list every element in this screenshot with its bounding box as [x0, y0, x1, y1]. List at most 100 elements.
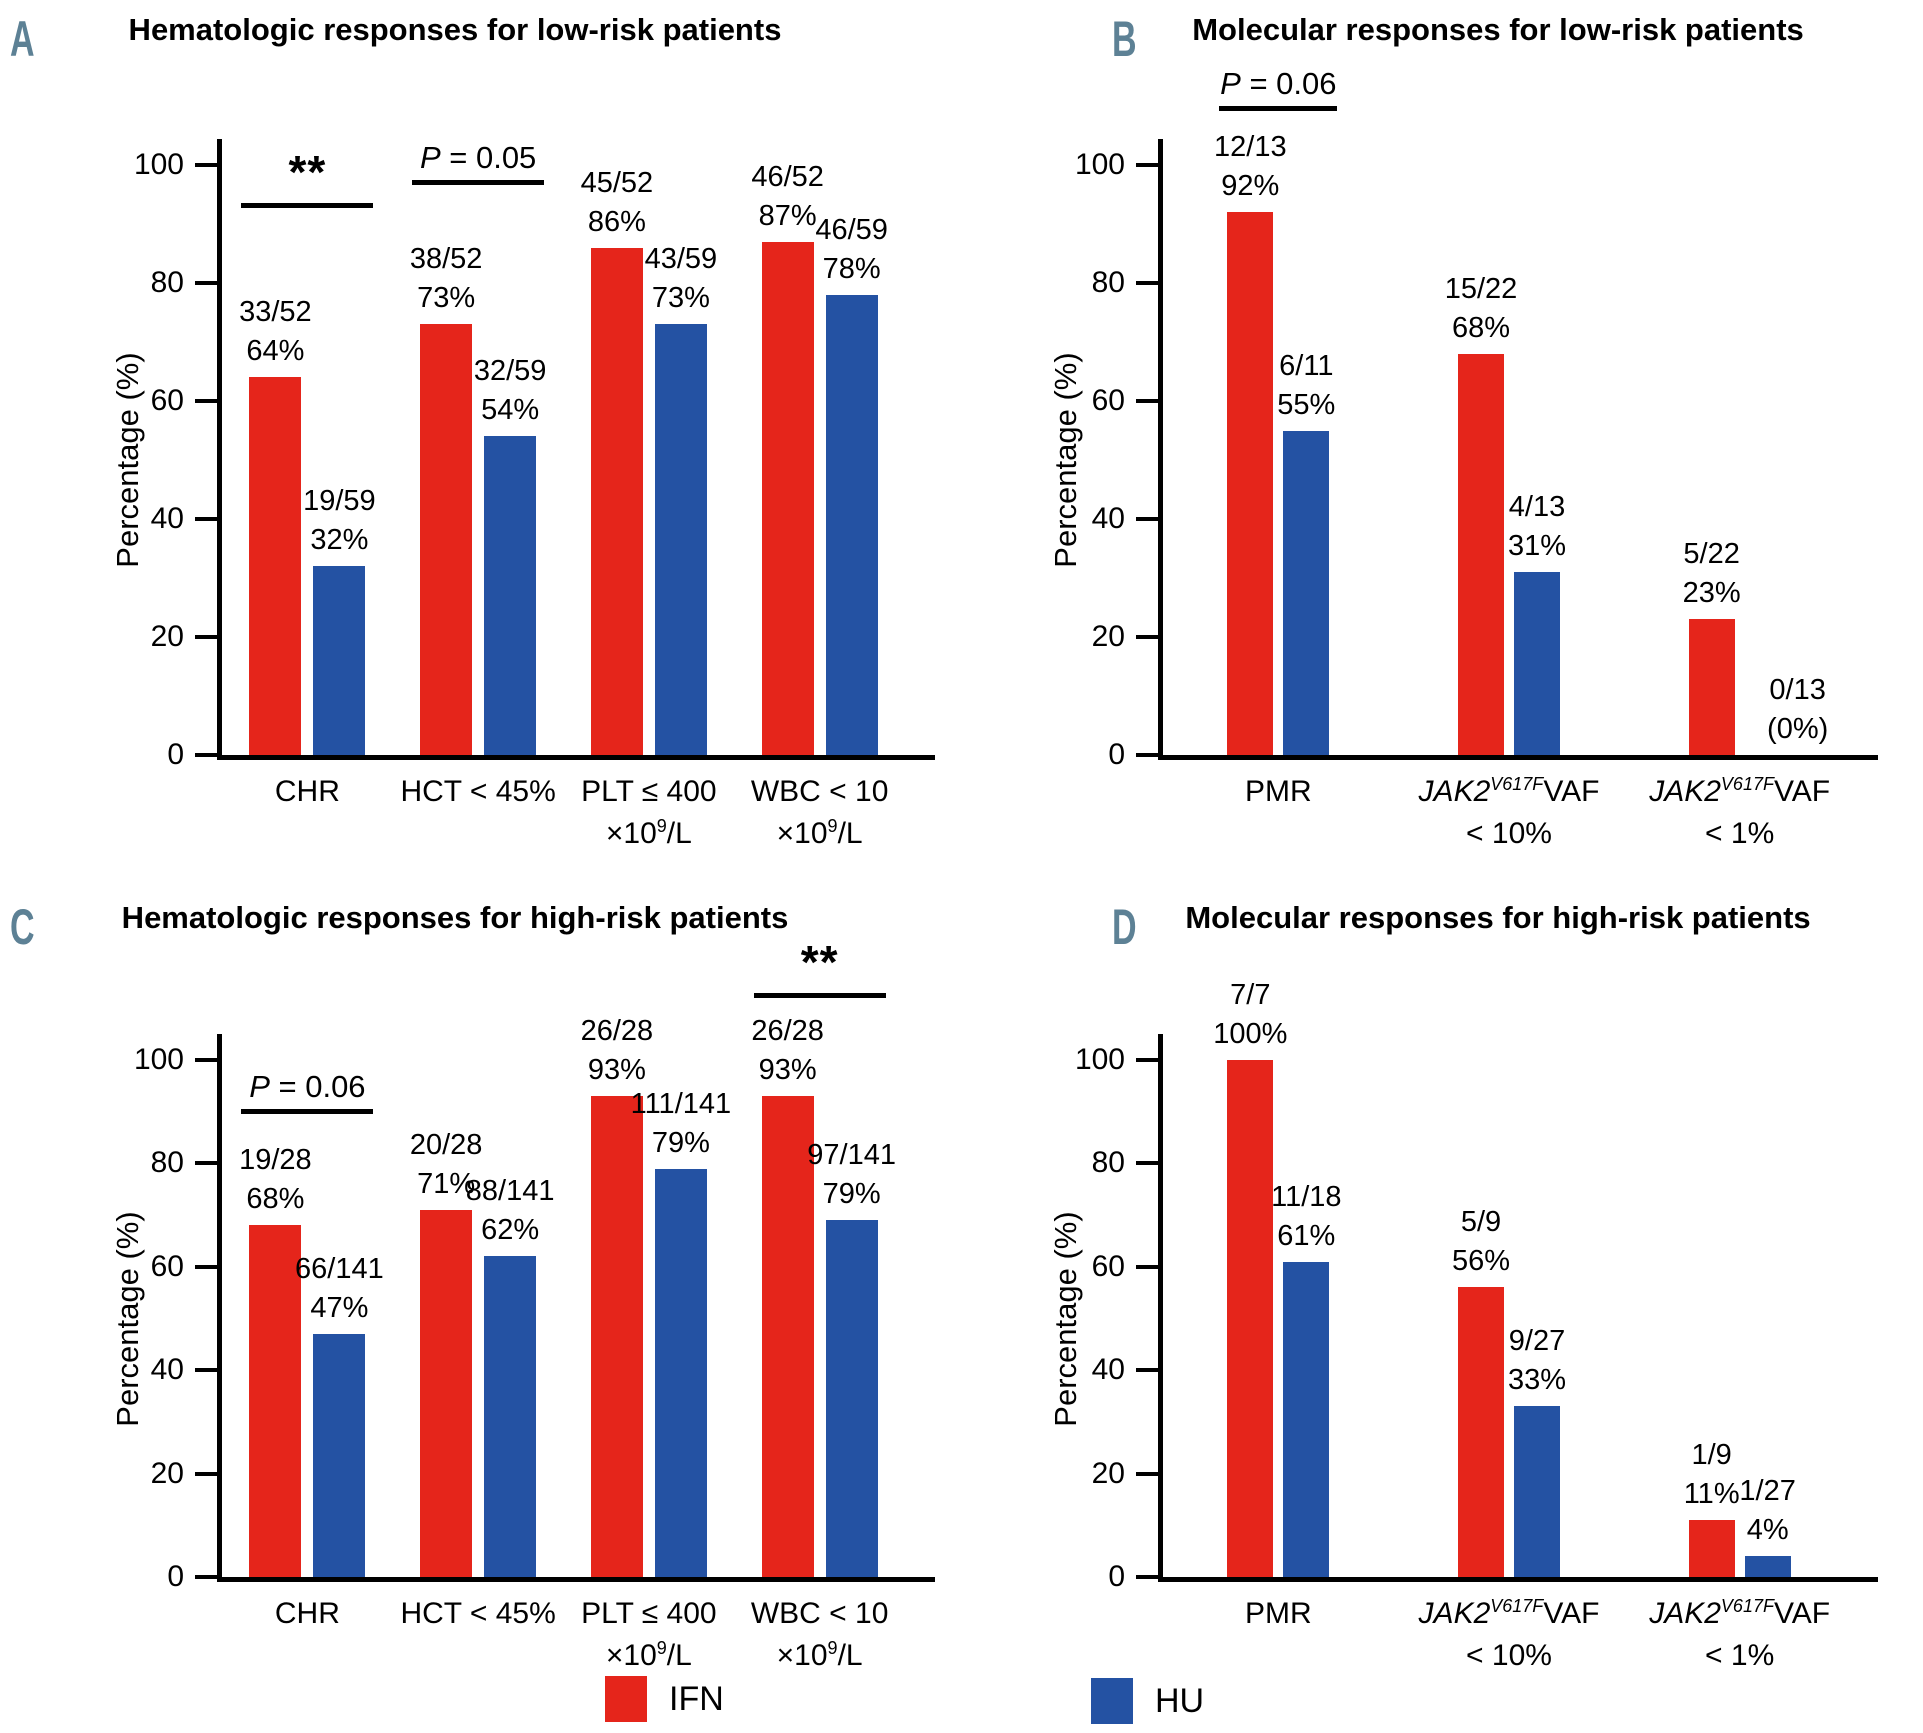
bar-count-label: 45/52 [580, 166, 654, 199]
bar-percent-label: 68% [1451, 311, 1511, 344]
panel-b-y-tick-label: 100 [1074, 148, 1125, 181]
bar-percent-label: 54% [481, 394, 540, 427]
bar-count-label: 4/13 [1508, 491, 1566, 524]
bar-percent-label: 71% [417, 1167, 476, 1200]
bar-percent-label: 62% [481, 1214, 540, 1247]
bar-count-label: 7/7 [1230, 979, 1271, 1011]
panel-a-bar-ifn [590, 247, 643, 755]
text-segment: HCT < 45% [400, 1597, 556, 1630]
text-segment: ×10 [776, 817, 828, 850]
text-segment: /L [837, 1639, 863, 1672]
x-category-line: WBC < 10 [751, 1593, 889, 1635]
panel-b-y-tick-label: 60 [1091, 384, 1125, 417]
panel-b-p-value-label: P = 0.06 [1220, 66, 1336, 102]
text-segment: PMR [1244, 1597, 1312, 1630]
bar-count-label: 111/141 [630, 1087, 732, 1120]
panel-b-bar-ifn [1458, 353, 1504, 755]
bar-count-label: 33/52 [239, 296, 312, 329]
x-category-line: HCT < 45% [400, 771, 555, 813]
panel-d-y-tick [1136, 1575, 1158, 1579]
text-segment: = 0.06 [1240, 66, 1337, 101]
bar-count-label: 1/9 [1691, 1439, 1732, 1472]
x-category-line: JAK2V617FVAF [1419, 1593, 1600, 1635]
panel-d-y-tick-label: 20 [1091, 1456, 1125, 1490]
text-segment: VAF [1773, 775, 1831, 808]
panel-a-y-tick [195, 163, 217, 167]
panel-b-y-tick [1136, 399, 1158, 403]
bar-percent-label: 32% [310, 524, 369, 557]
panel-a-bar-ifn [420, 324, 473, 755]
text-segment: VAF [1773, 1597, 1831, 1630]
text-segment: ** [800, 935, 839, 988]
panel-a-y-axis-line [217, 139, 222, 760]
panel-c-x-category-label: HCT < 45% [400, 1593, 555, 1635]
panel-b-y-tick-label: 20 [1091, 620, 1125, 653]
panel-b-x-category-label: JAK2V617FVAF < 10% [1419, 771, 1600, 855]
bar-percent-label: 31% [1507, 530, 1567, 563]
text-segment: ** [288, 146, 327, 199]
x-category-line: HCT < 45% [400, 1593, 555, 1635]
text-segment: HCT < 45% [400, 775, 556, 808]
panel-c-y-axis-label: Percentage (%) [110, 1210, 145, 1427]
legend-swatch-ifn [605, 1676, 647, 1722]
x-category-line: < 1% [1649, 813, 1830, 855]
panel-b-x-category-label: JAK2V617FVAF < 1% [1649, 771, 1830, 855]
bar-count-label: 43/59 [644, 243, 718, 276]
panel-c-bar-value-label: 19/28 68% [239, 1141, 312, 1219]
panel-b-y-tick-label: 80 [1091, 266, 1125, 299]
bar-count-label: 66/141 [295, 1253, 384, 1285]
bar-percent-label: 68% [246, 1183, 305, 1216]
panel-a-bar-ifn [249, 377, 302, 755]
panel-b-letter: B [1112, 11, 1137, 67]
panel-a-bar-value-label: 38/52 73% [410, 240, 483, 318]
panel-b-x-axis-line [1158, 755, 1878, 760]
panel-a-significance-line [412, 179, 545, 185]
bar-count-label: 6/11 [1279, 349, 1334, 382]
text-segment: < 1% [1705, 817, 1775, 850]
panel-d-bar-hu [1744, 1556, 1791, 1577]
legend-label-ifn: IFN [669, 1679, 724, 1718]
bar-count-label: 46/59 [815, 213, 888, 246]
text-segment: WBC < 10 [750, 775, 889, 808]
bar-count-label: 12/13 [1214, 131, 1287, 164]
panel-b-y-tick [1136, 635, 1158, 639]
bar-count-label: 1/27 [1739, 1475, 1796, 1508]
panel-c-y-tick-label: 100 [133, 1043, 184, 1076]
bar-percent-label: 4% [1746, 1514, 1789, 1547]
bar-count-label: 15/22 [1444, 272, 1518, 305]
bar-percent-label: 93% [758, 1054, 817, 1087]
panel-d-y-tick-label: 0 [1108, 1560, 1125, 1593]
bar-count-label: 9/27 [1508, 1325, 1566, 1358]
panel-c-bar-ifn [761, 1096, 814, 1577]
panel-a-y-tick [195, 753, 217, 757]
x-category-line: CHR [275, 1593, 340, 1635]
panel-b-bar-hu [1514, 572, 1560, 755]
text-segment: ×10 [605, 1639, 657, 1672]
text-segment: < 1% [1705, 1639, 1775, 1672]
bar-percent-label: 47% [310, 1292, 369, 1324]
panel-d-bar-ifn [1458, 1287, 1504, 1577]
x-category-line: PLT ≤ 400 [581, 771, 716, 813]
bar-count-label: 19/59 [303, 485, 376, 518]
x-category-line: PMR [1245, 1593, 1312, 1635]
legend-item-ifn: IFN [605, 1676, 724, 1722]
panel-b-y-tick [1136, 517, 1158, 521]
bar-percent-label: 56% [1451, 1245, 1511, 1278]
bar-percent-label: (0%) [1767, 713, 1829, 745]
text-segment: CHR [274, 1597, 340, 1630]
panel-d-y-tick-label: 100 [1074, 1043, 1125, 1076]
panel-c-x-axis-line [217, 1577, 935, 1582]
text-segment: < 10% [1466, 817, 1552, 850]
text-segment: PLT ≤ 400 [581, 775, 717, 808]
x-category-line: < 10% [1419, 813, 1600, 855]
panel-a-significance-line [241, 203, 374, 209]
bar-count-label: 38/52 [409, 243, 483, 276]
text-segment: P [1220, 66, 1241, 101]
panel-b-title: Molecular responses for low-risk patient… [1192, 12, 1804, 47]
text-segment: /L [666, 817, 692, 850]
panel-a-y-tick-label: 100 [133, 148, 184, 181]
panel-b-significance-line [1219, 106, 1338, 111]
panel-c-y-tick [195, 1368, 217, 1373]
text-segment: V617F [1720, 1596, 1774, 1616]
x-category-line: WBC < 10 [751, 771, 889, 813]
